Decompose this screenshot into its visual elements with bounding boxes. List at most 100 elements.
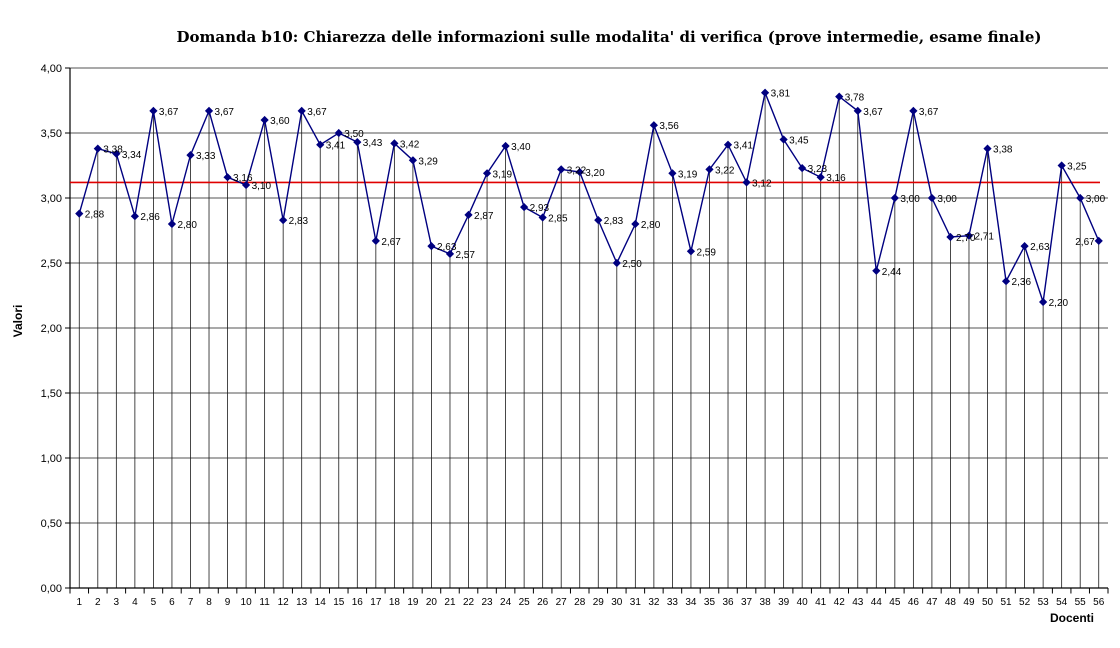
data-point-marker (760, 88, 770, 97)
data-point-marker (353, 137, 362, 147)
data-point-marker (1076, 193, 1085, 203)
data-point-marker (612, 258, 621, 268)
data-point-label: 3,00 (1086, 194, 1106, 205)
data-point-marker (149, 106, 158, 116)
x-tick-label: 5 (151, 597, 157, 608)
x-tick-label: 42 (834, 597, 846, 608)
data-point-marker (167, 219, 177, 229)
x-tick-label: 1 (76, 597, 82, 608)
data-point-marker (779, 135, 788, 144)
y-tick-label: 2,00 (41, 323, 62, 335)
data-point-marker (742, 178, 751, 187)
data-point-marker (853, 106, 862, 116)
x-tick-label: 38 (760, 597, 772, 608)
data-point-label: 3,38 (993, 145, 1013, 156)
data-point-marker (686, 247, 696, 256)
data-point-marker (1001, 277, 1011, 286)
data-point-label: 3,67 (863, 107, 883, 118)
x-tick-label: 21 (444, 597, 456, 608)
data-point-marker (964, 231, 974, 240)
x-tick-label: 8 (206, 597, 212, 608)
data-point-label: 3,50 (344, 129, 364, 140)
x-tick-label: 31 (630, 597, 642, 608)
x-tick-label: 29 (593, 597, 605, 608)
data-point-marker (575, 167, 584, 177)
data-point-marker (279, 215, 288, 225)
x-tick-label: 14 (315, 597, 327, 608)
data-point-marker (186, 150, 195, 160)
data-point-label: 2,80 (641, 220, 661, 231)
data-point-marker (705, 165, 714, 174)
x-tick-label: 48 (945, 597, 957, 608)
y-tick-label: 4,00 (41, 63, 62, 75)
y-tick-label: 0,00 (41, 583, 62, 595)
data-point-marker (297, 106, 306, 116)
x-tick-label: 22 (463, 597, 475, 608)
data-point-label: 2,44 (882, 267, 902, 278)
data-point-marker (408, 156, 418, 165)
data-point-marker (1057, 161, 1066, 170)
x-tick-label: 24 (500, 597, 512, 608)
data-point-marker (835, 92, 844, 101)
data-point-label: 3,19 (493, 169, 513, 180)
data-point-marker (1039, 297, 1048, 307)
data-point-label: 3,78 (845, 93, 865, 104)
x-tick-label: 53 (1038, 597, 1050, 608)
data-point-marker (872, 266, 881, 275)
x-tick-label: 51 (1000, 597, 1012, 608)
data-point-label: 3,81 (771, 89, 791, 100)
x-tick-label: 40 (797, 597, 809, 608)
data-point-marker (890, 193, 899, 203)
data-point-marker (445, 249, 455, 259)
data-point-label: 2,20 (1049, 298, 1069, 309)
y-tick-label: 2,50 (41, 258, 62, 270)
x-tick-label: 9 (225, 597, 231, 608)
data-point-label: 3,45 (789, 136, 809, 147)
data-point-marker (334, 128, 343, 138)
data-point-label: 2,63 (1030, 242, 1050, 253)
x-tick-label: 46 (908, 597, 920, 608)
x-tick-label: 16 (352, 597, 364, 608)
data-point-marker (946, 232, 955, 242)
x-tick-label: 28 (574, 597, 586, 608)
data-point-label: 2,67 (1075, 237, 1095, 248)
data-point-marker (557, 165, 566, 174)
x-tick-label: 33 (667, 597, 679, 608)
y-tick-label: 1,00 (41, 453, 62, 465)
data-point-label: 3,25 (1067, 162, 1087, 173)
data-point-label: 2,83 (604, 216, 624, 227)
data-point-marker (223, 173, 232, 182)
data-point-label: 3,60 (270, 116, 290, 127)
data-point-label: 3,38 (103, 145, 123, 156)
x-tick-label: 32 (648, 597, 660, 608)
x-tick-label: 7 (188, 597, 194, 608)
x-tick-label: 36 (722, 597, 734, 608)
data-point-label: 3,16 (233, 173, 253, 184)
data-point-label: 3,22 (567, 165, 587, 176)
data-point-marker (112, 149, 121, 158)
data-point-marker (983, 144, 992, 153)
data-point-marker (909, 106, 918, 116)
x-tick-label: 37 (741, 597, 753, 608)
data-point-marker (649, 121, 658, 130)
data-point-marker (316, 140, 325, 149)
x-tick-label: 25 (519, 597, 531, 608)
y-tick-label: 3,50 (41, 128, 62, 140)
data-point-label: 3,00 (937, 194, 957, 205)
data-point-label: 2,36 (1012, 277, 1032, 288)
data-point-label: 2,87 (474, 211, 494, 222)
data-point-label: 3,12 (752, 178, 772, 189)
x-tick-label: 12 (278, 597, 290, 608)
data-point-marker (130, 212, 139, 221)
x-tick-label: 18 (389, 597, 401, 608)
data-point-label: 2,83 (289, 216, 309, 227)
data-point-label: 2,57 (455, 250, 475, 261)
data-point-label: 2,88 (85, 210, 105, 221)
x-tick-label: 55 (1075, 597, 1087, 608)
x-tick-label: 11 (259, 597, 270, 608)
data-point-label: 3,56 (659, 121, 679, 132)
x-tick-label: 19 (407, 597, 419, 608)
x-tick-label: 17 (370, 597, 382, 608)
data-point-label: 2,80 (177, 220, 197, 231)
